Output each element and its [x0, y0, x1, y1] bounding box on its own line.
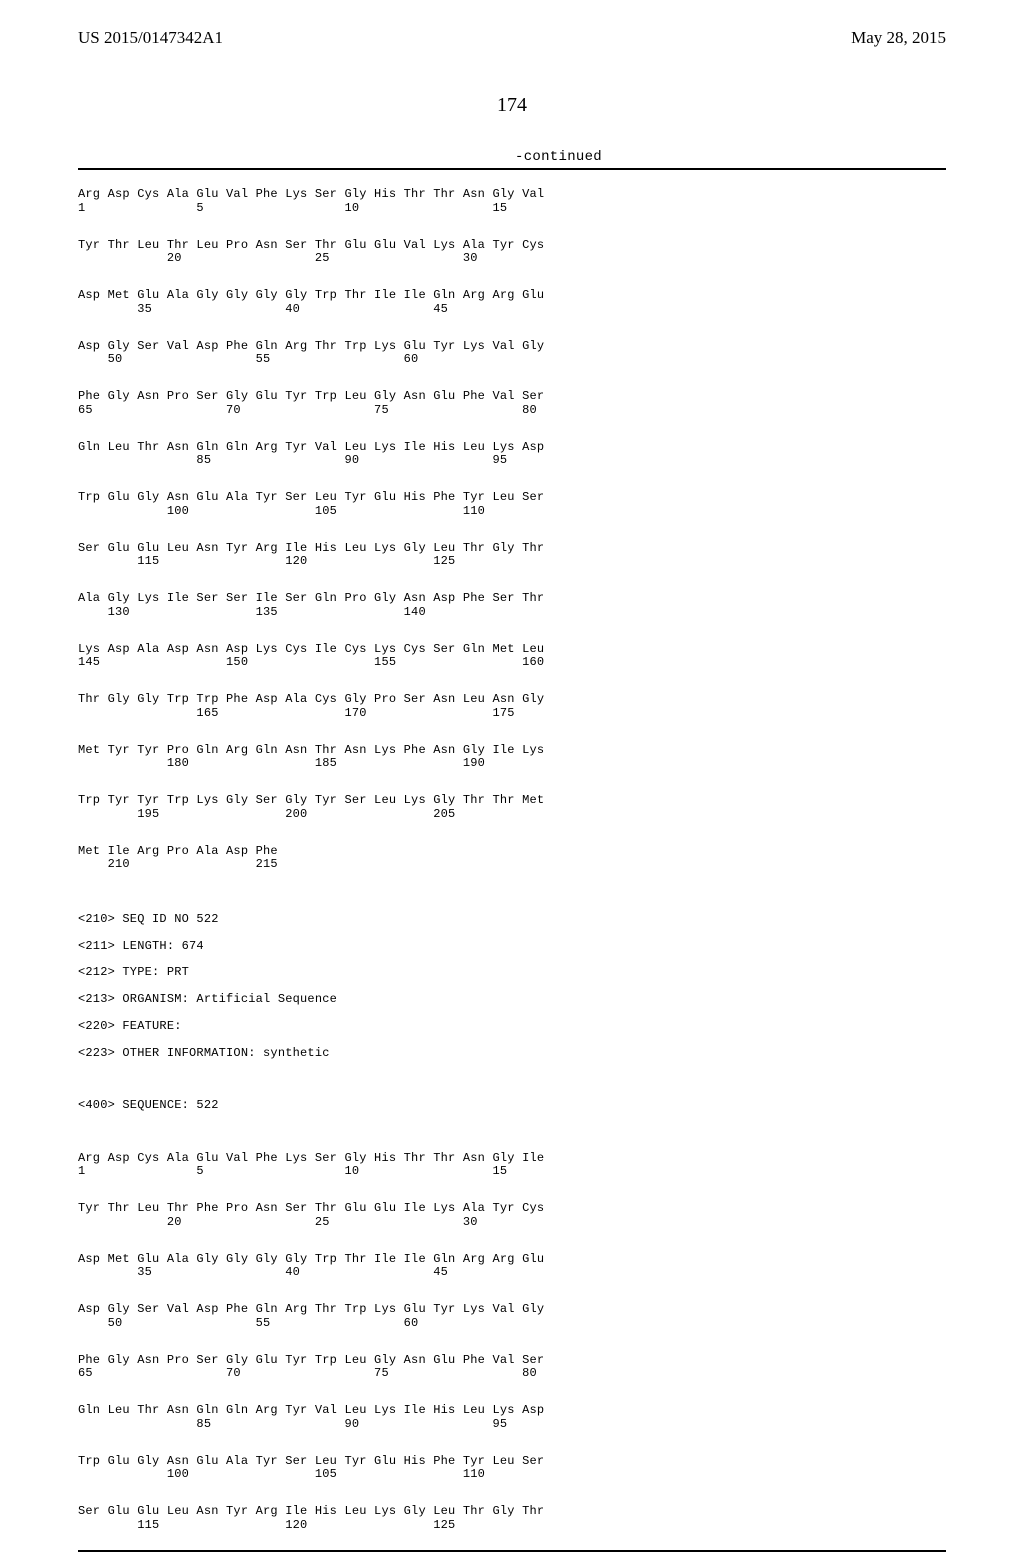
seq-row: Tyr Thr Leu Thr Phe Pro Asn Ser Thr Glu …: [78, 1202, 1024, 1229]
seq-row: Trp Tyr Tyr Trp Lys Gly Ser Gly Tyr Ser …: [78, 794, 1024, 821]
seq-row: Arg Asp Cys Ala Glu Val Phe Lys Ser Gly …: [78, 188, 1024, 215]
annotation-length: <211> LENGTH: 674: [78, 940, 1024, 953]
seq-row: Thr Gly Gly Trp Trp Phe Asp Ala Cys Gly …: [78, 693, 1024, 720]
seq-row: Gln Leu Thr Asn Gln Gln Arg Tyr Val Leu …: [78, 1404, 1024, 1431]
seq-row: Ser Glu Glu Leu Asn Tyr Arg Ile His Leu …: [78, 1505, 1024, 1532]
annotation-seqid: <210> SEQ ID NO 522: [78, 913, 1024, 926]
seq-row: Met Tyr Tyr Pro Gln Arg Gln Asn Thr Asn …: [78, 744, 1024, 771]
seq-row: Arg Asp Cys Ala Glu Val Phe Lys Ser Gly …: [78, 1152, 1024, 1179]
seq-row: Gln Leu Thr Asn Gln Gln Arg Tyr Val Leu …: [78, 441, 1024, 468]
page-header: US 2015/0147342A1 May 28, 2015: [0, 0, 1024, 48]
seq-row: Asp Gly Ser Val Asp Phe Gln Arg Thr Trp …: [78, 1303, 1024, 1330]
seq-row: Phe Gly Asn Pro Ser Gly Glu Tyr Trp Leu …: [78, 1354, 1024, 1381]
seq-row: Asp Met Glu Ala Gly Gly Gly Gly Trp Thr …: [78, 1253, 1024, 1280]
seq-row: Asp Gly Ser Val Asp Phe Gln Arg Thr Trp …: [78, 340, 1024, 367]
seq-row: Tyr Thr Leu Thr Leu Pro Asn Ser Thr Glu …: [78, 239, 1024, 266]
sequence-listing: Arg Asp Cys Ala Glu Val Phe Lys Ser Gly …: [0, 170, 1024, 1546]
page-number: 174: [0, 94, 1024, 117]
seq-row: Ala Gly Lys Ile Ser Ser Ile Ser Gln Pro …: [78, 592, 1024, 619]
annotation-other: <223> OTHER INFORMATION: synthetic: [78, 1047, 1024, 1060]
seq-row: Asp Met Glu Ala Gly Gly Gly Gly Trp Thr …: [78, 289, 1024, 316]
seq-row: Trp Glu Gly Asn Glu Ala Tyr Ser Leu Tyr …: [78, 491, 1024, 518]
annotation-organism: <213> ORGANISM: Artificial Sequence: [78, 993, 1024, 1006]
publication-date: May 28, 2015: [851, 28, 946, 48]
annotation-feature: <220> FEATURE:: [78, 1020, 1024, 1033]
annotation-sequence: <400> SEQUENCE: 522: [78, 1099, 1024, 1112]
continued-label: -continued: [515, 149, 1024, 165]
seq-row: Lys Asp Ala Asp Asn Asp Lys Cys Ile Cys …: [78, 643, 1024, 670]
publication-number: US 2015/0147342A1: [78, 28, 223, 48]
seq-row: Met Ile Arg Pro Ala Asp Phe 210 215: [78, 845, 1024, 872]
seq-row: Ser Glu Glu Leu Asn Tyr Arg Ile His Leu …: [78, 542, 1024, 569]
seq-row: Trp Glu Gly Asn Glu Ala Tyr Ser Leu Tyr …: [78, 1455, 1024, 1482]
annotation-type: <212> TYPE: PRT: [78, 966, 1024, 979]
seq-row: Phe Gly Asn Pro Ser Gly Glu Tyr Trp Leu …: [78, 390, 1024, 417]
rule-bottom: [0, 1550, 1024, 1552]
